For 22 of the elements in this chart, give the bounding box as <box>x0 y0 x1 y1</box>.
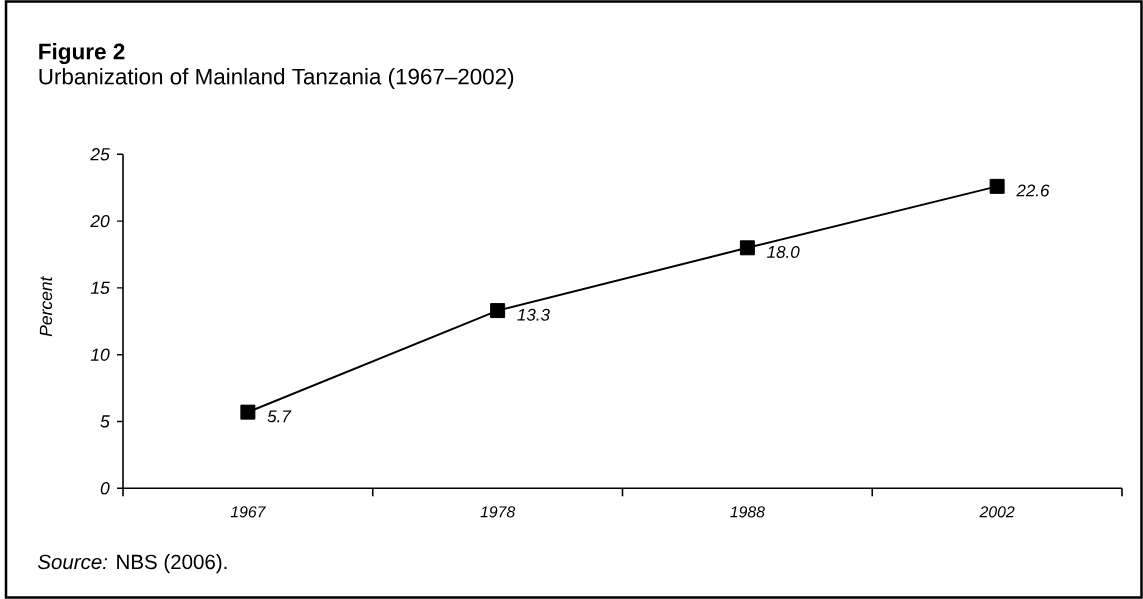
chart-title: Figure 2 <box>39 42 125 65</box>
data-label: 5.7 <box>267 410 292 423</box>
point <box>989 178 1005 194</box>
x-tick-label: 1967 <box>230 506 266 518</box>
y-tick-label: 5 <box>100 415 110 428</box>
x-tick-label: 2002 <box>979 506 1015 518</box>
x-tick-label: 1988 <box>730 506 765 518</box>
y-tick-label: 0 <box>100 482 110 495</box>
data-label: 22.6 <box>1016 184 1050 197</box>
point <box>240 404 256 420</box>
y-tick-label: 20 <box>90 214 110 228</box>
point <box>490 303 506 319</box>
data-label: 13.3 <box>517 308 550 321</box>
y-tick-label: 15 <box>90 281 110 294</box>
chart-subtitle: Urbanization of Mainland Tanzania (1967–2002) <box>39 68 514 89</box>
y-tick-label: 10 <box>90 348 110 361</box>
point <box>739 240 755 256</box>
y-tick-label: 25 <box>90 148 110 161</box>
data-label: 18.0 <box>767 245 800 258</box>
text: Source: NBS (2006). <box>37 554 227 574</box>
y-axis-title: Percent <box>39 275 53 337</box>
x-tick-label: 1978 <box>480 506 516 518</box>
